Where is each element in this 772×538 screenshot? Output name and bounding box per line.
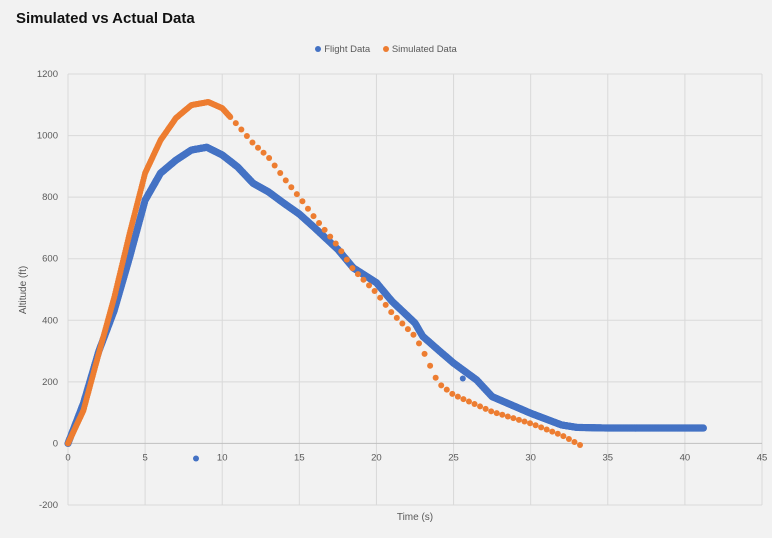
x-tick-label: 10 (217, 452, 228, 463)
x-tick-label: 30 (525, 452, 536, 463)
flight-data-point (699, 424, 707, 432)
y-axis-label: Altitude (ft) (18, 266, 29, 314)
flight-data-point (459, 375, 466, 382)
simulated-data-point (299, 198, 306, 205)
simulated-data-point (327, 233, 334, 240)
y-tick-label: 1000 (37, 131, 58, 142)
x-tick-label: 40 (680, 452, 691, 463)
legend-item-simulated: Simulated Data (382, 44, 457, 55)
simulated-data-point (310, 213, 317, 220)
y-tick-label: 200 (42, 377, 58, 388)
x-tick-label: 0 (65, 452, 70, 463)
simulated-data-point (443, 386, 450, 393)
simulated-data-point (521, 418, 528, 425)
tick-labels: 0 5 10 15 20 25 30 35 40 45 -200 0 200 400 600 800 1000 1… (37, 69, 767, 511)
simulated-data-point (454, 393, 461, 400)
simulated-data-point (343, 256, 350, 263)
simulated-data-point (543, 426, 550, 433)
x-tick-label: 15 (294, 452, 305, 463)
simulated-data-point (316, 220, 323, 227)
simulated-data-point (504, 413, 511, 420)
legend-marker-simulated (382, 46, 389, 53)
simulated-data-point (260, 149, 267, 156)
simulated-data-point (238, 126, 245, 133)
legend-item-flight: Flight Data (315, 44, 370, 55)
simulated-data-point (499, 411, 506, 418)
simulated-data-point (360, 276, 367, 283)
simulated-data-point (449, 390, 456, 397)
simulated-data-point (465, 398, 472, 405)
simulated-data-point (354, 271, 361, 278)
simulated-data-point (565, 436, 572, 443)
simulated-data-point (404, 326, 411, 333)
simulated-data-point (277, 170, 284, 177)
simulated-data-point (288, 184, 295, 191)
simulated-data-point (349, 265, 356, 272)
simulated-data-point (482, 405, 489, 412)
y-tick-label: 600 (42, 254, 58, 265)
x-tick-label: 35 (602, 452, 613, 463)
legend: Flight Data Simulated Data (0, 44, 772, 55)
simulated-data-point (527, 420, 534, 427)
simulated-data-point (532, 422, 539, 429)
gridlines (67, 73, 763, 506)
simulated-data-point (560, 433, 567, 440)
simulated-data-point (366, 282, 373, 289)
simulated-data-point (382, 301, 389, 308)
x-tick-label: 5 (142, 452, 147, 463)
legend-label-simulated: Simulated Data (391, 44, 457, 55)
simulated-data-point (538, 424, 545, 431)
simulated-data-point (282, 177, 289, 184)
simulated-data-point (477, 403, 484, 410)
simulated-data-point (266, 154, 273, 161)
y-tick-label: 800 (42, 192, 58, 203)
simulated-data-point (332, 240, 339, 247)
simulated-data-point (410, 331, 417, 338)
simulated-data-point (471, 400, 478, 407)
simulated-data-point (249, 139, 256, 146)
simulated-data-point (554, 430, 561, 437)
simulated-data-point (488, 408, 495, 415)
simulated-data-point (399, 320, 406, 327)
simulated-data-point (232, 120, 239, 127)
simulated-data-point (416, 340, 423, 347)
simulated-data-point (271, 162, 278, 169)
simulated-data-point (438, 382, 445, 389)
simulated-data-point (377, 294, 384, 301)
simulated-data-point (227, 113, 234, 120)
flight-data-point (193, 455, 200, 462)
simulated-data-point (371, 288, 378, 295)
x-tick-label: 25 (448, 452, 459, 463)
simulated-data-point (255, 144, 262, 151)
legend-label-flight: Flight Data (324, 44, 371, 55)
simulated-data-point (510, 415, 517, 422)
simulated-data-point (571, 439, 578, 446)
y-tick-label: 400 (42, 315, 58, 326)
simulated-data-point (427, 362, 434, 369)
x-axis-label: Time (s) (397, 512, 433, 523)
y-tick-label: 1200 (37, 69, 58, 80)
y-tick-label: 0 (53, 438, 58, 449)
simulated-data-point (577, 441, 584, 448)
simulated-data-point (432, 374, 439, 381)
chart-title: Simulated vs Actual Data (16, 10, 195, 27)
simulated-data-point (549, 428, 556, 435)
x-tick-label: 20 (371, 452, 382, 463)
simulated-data-point (321, 226, 328, 233)
simulated-data-point (393, 314, 400, 321)
simulated-data-point (338, 248, 345, 255)
simulated-data-point (421, 350, 428, 357)
simulated-data-point (460, 396, 467, 403)
simulated-data-point (293, 191, 300, 198)
x-tick-label: 45 (757, 452, 768, 463)
simulated-data-point (515, 416, 522, 423)
y-tick-label: -200 (39, 500, 58, 511)
data-points (64, 99, 707, 462)
simulated-data-point (388, 309, 395, 316)
simulated-data-point (243, 133, 250, 140)
simulated-data-point (304, 205, 311, 212)
legend-marker-flight (315, 46, 322, 53)
simulated-data-point (493, 410, 500, 417)
